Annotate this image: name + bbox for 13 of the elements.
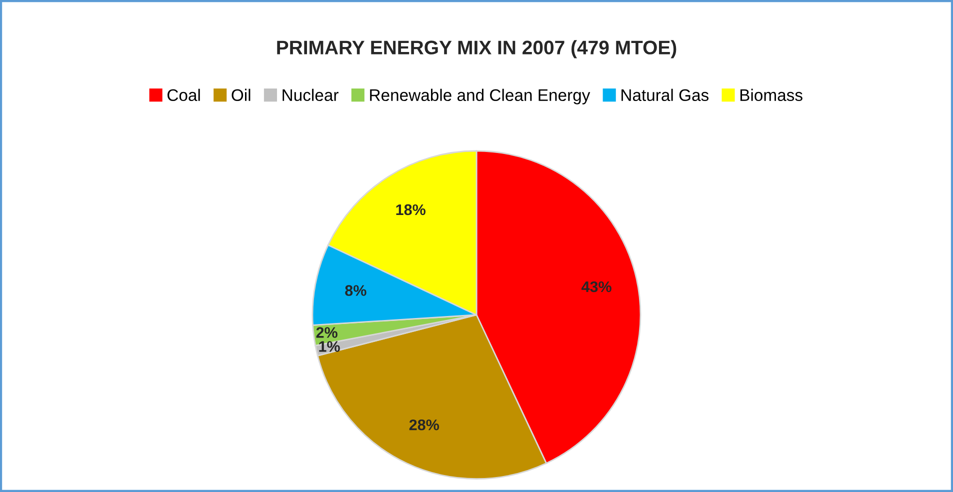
data-label: 18% bbox=[396, 204, 426, 216]
data-label: 28% bbox=[409, 419, 440, 430]
legend-label: Oil bbox=[232, 88, 250, 102]
legend-label: Renewable and Clean Energy bbox=[370, 88, 590, 104]
legend-label: Natural Gas bbox=[622, 88, 708, 102]
legend-label: Biomass bbox=[740, 88, 802, 102]
chart-title: PRIMARY ENERGY MIX IN 2007 (479 MTOE) bbox=[277, 40, 676, 58]
data-label: 2% bbox=[316, 327, 338, 338]
data-label: 8% bbox=[345, 285, 366, 296]
legend-label: Coal bbox=[168, 88, 200, 102]
legend-label: Nuclear bbox=[282, 88, 338, 102]
data-label: 43% bbox=[581, 281, 612, 292]
data-label: 1% bbox=[319, 341, 340, 352]
